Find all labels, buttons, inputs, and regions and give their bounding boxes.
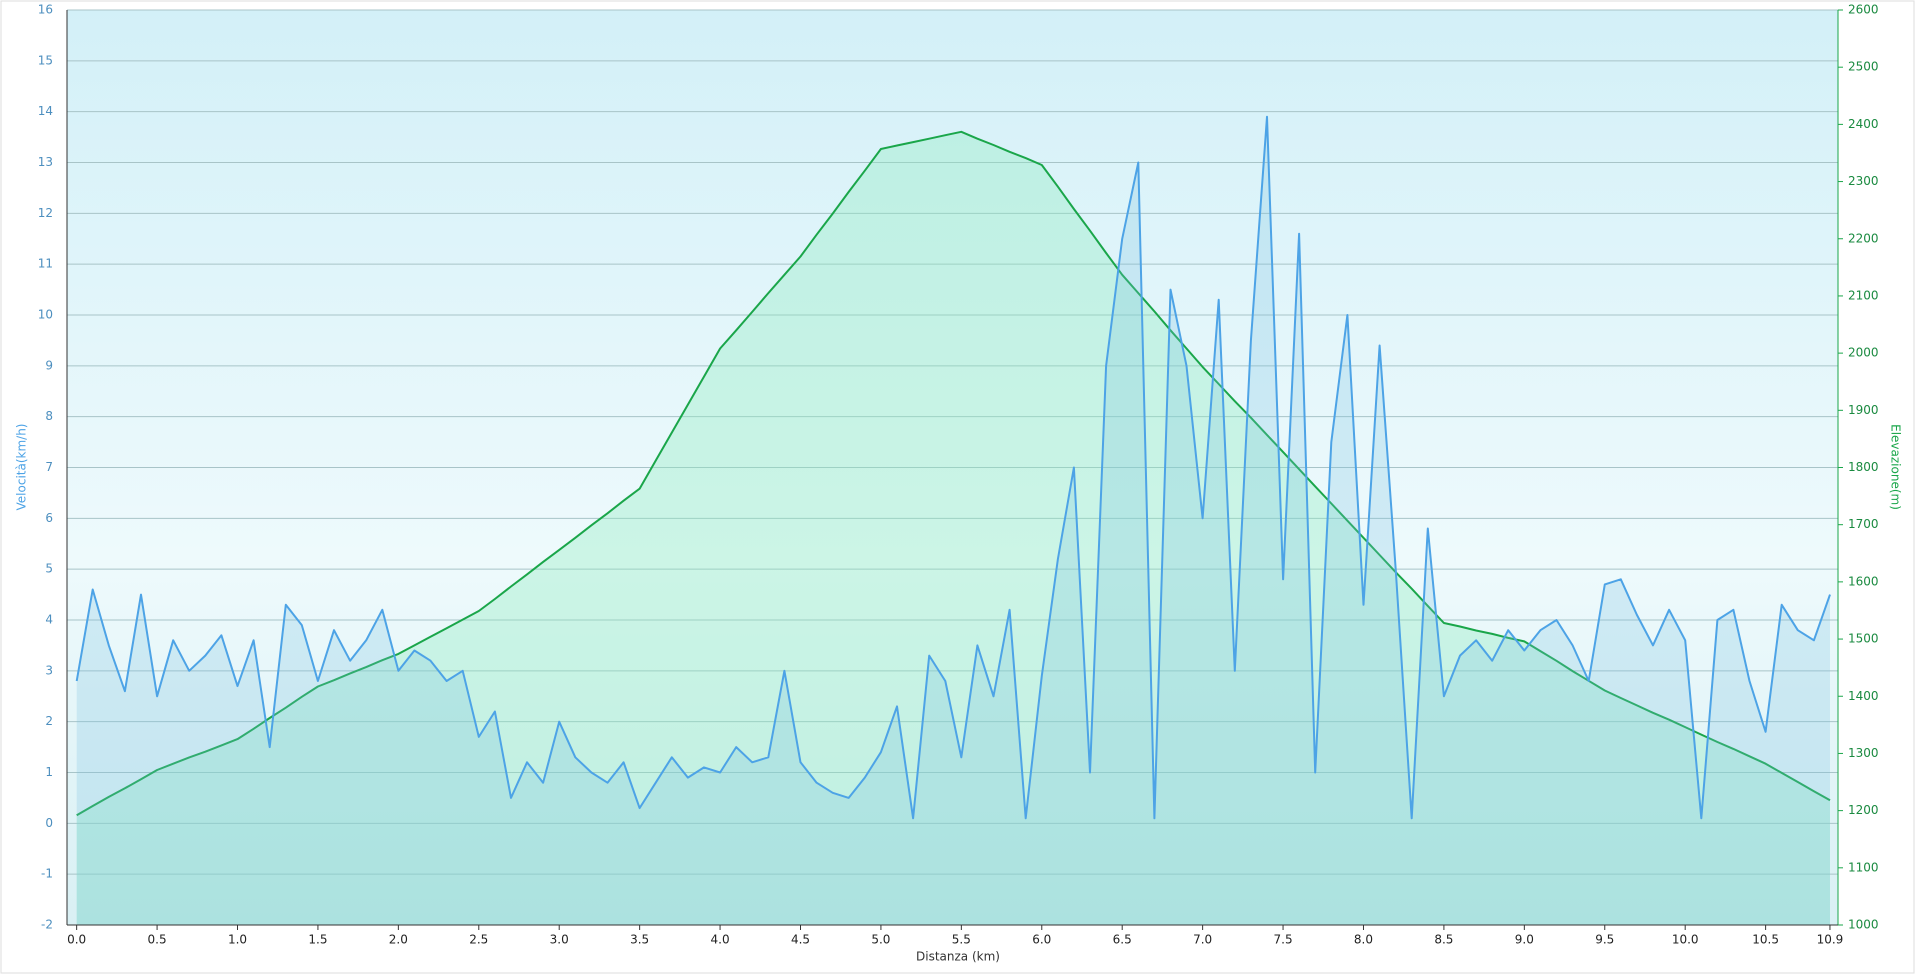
- x-tick-label: 10.9: [1817, 933, 1844, 947]
- y2-tick-label: 2500: [1848, 60, 1879, 74]
- x-tick-label: 2.5: [469, 933, 488, 947]
- y-axis-label: Velocità(km/h): [15, 424, 29, 511]
- y-tick-label: -2: [41, 918, 53, 932]
- y2-tick-label: 1700: [1848, 517, 1879, 531]
- x-tick-label: 3.5: [630, 933, 649, 947]
- x-tick-label: 8.0: [1354, 933, 1373, 947]
- y2-tick-label: 1100: [1848, 860, 1879, 874]
- y-tick-label: 15: [38, 53, 53, 67]
- y2-tick-label: 2600: [1848, 3, 1879, 17]
- area: [76, 116, 1831, 926]
- x-tick-label: 10.5: [1752, 933, 1779, 947]
- y2-tick-label: 2100: [1848, 288, 1879, 302]
- y-tick-label: 6: [45, 511, 53, 525]
- x-tick-label: 9.5: [1595, 933, 1614, 947]
- y2-tick-label: 2400: [1848, 117, 1879, 131]
- line: [75, 115, 1831, 820]
- x-tick-label: 1.0: [228, 933, 247, 947]
- y2-tick-label: 1000: [1848, 918, 1879, 932]
- y-tick-label: -1: [41, 867, 53, 881]
- y-tick-label: 5: [45, 562, 53, 576]
- x-tick-label: 9.0: [1515, 933, 1534, 947]
- x-tick-label: 3.0: [550, 933, 569, 947]
- x-tick-label: 7.5: [1274, 933, 1293, 947]
- x-tick-label: 5.0: [871, 933, 890, 947]
- y2-tick-label: 2300: [1848, 174, 1879, 188]
- y2-tick-label: 2200: [1848, 231, 1879, 245]
- x-tick-label: 2.0: [389, 933, 408, 947]
- y-tick-label: 3: [45, 663, 53, 677]
- y2-tick-label: 1300: [1848, 746, 1879, 760]
- y-tick-label: 8: [45, 409, 53, 423]
- y2-tick-label: 1900: [1848, 403, 1879, 417]
- x-tick-label: 1.5: [308, 933, 327, 947]
- x-tick-label: 4.0: [711, 933, 730, 947]
- y2-tick-label: 1600: [1848, 574, 1879, 588]
- x-tick-label: 10.0: [1672, 933, 1699, 947]
- y-tick-label: 14: [38, 104, 53, 118]
- y-tick-label: 4: [45, 613, 53, 627]
- y2-axis-label: Elevazione(m): [1889, 424, 1903, 510]
- y-tick-label: 2: [45, 714, 53, 728]
- x-tick-label: 8.5: [1434, 933, 1453, 947]
- line: [76, 130, 1831, 817]
- y-tick-label: 11: [38, 257, 53, 271]
- y-tick-label: 16: [38, 3, 53, 17]
- x-axis-label: Distanza (km): [916, 950, 1000, 964]
- y-tick-label: 12: [38, 206, 53, 220]
- y2-tick-label: 1200: [1848, 803, 1879, 817]
- y2-tick-label: 1500: [1848, 632, 1879, 646]
- y2-tick-label: 2000: [1848, 346, 1879, 360]
- y-tick-label: 13: [38, 155, 53, 169]
- x-tick-label: 5.5: [952, 933, 971, 947]
- x-tick-label: 6.5: [1113, 933, 1132, 947]
- area: [76, 131, 1831, 926]
- x-tick-label: 0.0: [67, 933, 86, 947]
- y-tick-label: 9: [45, 358, 53, 372]
- x-tick-label: 6.0: [1032, 933, 1051, 947]
- y-tick-label: 7: [45, 460, 53, 474]
- y-tick-label: 10: [38, 308, 53, 322]
- x-tick-label: 0.5: [148, 933, 167, 947]
- y-tick-label: 0: [45, 816, 53, 830]
- y-tick-label: 1: [45, 765, 53, 779]
- y2-tick-label: 1400: [1848, 689, 1879, 703]
- x-tick-label: 4.5: [791, 933, 810, 947]
- x-tick-label: 7.0: [1193, 933, 1212, 947]
- y2-tick-label: 1800: [1848, 460, 1879, 474]
